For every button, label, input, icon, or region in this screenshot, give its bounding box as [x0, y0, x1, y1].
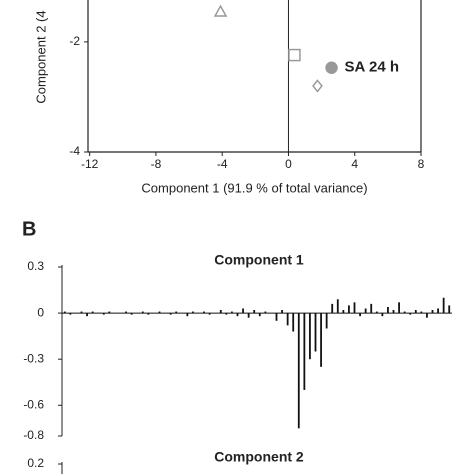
- loading-bar: [414, 310, 417, 314]
- loading-bar: [292, 313, 295, 332]
- loading-bar: [192, 311, 194, 314]
- loading-bar: [375, 311, 378, 314]
- loading-bar: [336, 299, 339, 314]
- loading-bar: [403, 311, 406, 314]
- loading-bar: [242, 308, 244, 314]
- loading-bar: [203, 311, 205, 314]
- y-tick-label: -0.6: [23, 397, 44, 411]
- x-tick-label: 8: [418, 157, 425, 171]
- x-tick-label: -4: [217, 157, 228, 171]
- point: [325, 61, 338, 74]
- loading-bar: [448, 305, 451, 314]
- loading-bar: [303, 313, 306, 390]
- loading-bar: [247, 313, 250, 318]
- y-tick-label: -0.3: [23, 351, 44, 365]
- loading-bar: [314, 313, 317, 352]
- loading-bar: [420, 311, 423, 314]
- y-tick-label: 0.3: [27, 259, 44, 273]
- loading-bar: [387, 306, 389, 314]
- loading-bar: [325, 313, 328, 329]
- loading-bar: [175, 311, 178, 314]
- panel-label: B: [22, 218, 36, 240]
- y-tick-label: -2: [69, 34, 80, 48]
- loading-bar: [253, 310, 256, 314]
- loading-bar: [219, 310, 222, 314]
- y-axis-label: Component 2 (4: [33, 10, 48, 103]
- loading-bar: [426, 313, 428, 318]
- loading-bar: [63, 311, 66, 314]
- loading-bar: [286, 313, 289, 326]
- point: [312, 79, 323, 93]
- loading-bar: [398, 302, 400, 314]
- point: [288, 48, 301, 62]
- loading-bar: [69, 313, 72, 315]
- x-tick-label: 0: [285, 157, 292, 171]
- loading-bar: [186, 313, 189, 317]
- loading-bar: [431, 310, 434, 314]
- y-tick-label: 0.2: [27, 456, 44, 470]
- loading-bar: [320, 313, 322, 367]
- loading-bar: [364, 308, 367, 314]
- loading-bar: [258, 313, 261, 317]
- loading-bar: [158, 311, 161, 314]
- loading-bar: [353, 302, 356, 314]
- panel-title: Component 1: [214, 252, 304, 268]
- loading-bar: [437, 308, 439, 314]
- loading-bar: [309, 313, 311, 360]
- loading-bar: [264, 311, 267, 314]
- loading-bar: [125, 311, 127, 314]
- loading-bar: [91, 311, 94, 314]
- y-tick-label: 0: [37, 305, 44, 319]
- loading-bar: [342, 310, 345, 314]
- x-tick-label: 4: [351, 157, 358, 171]
- loading-bar: [281, 310, 283, 314]
- loading-bar: [108, 311, 111, 314]
- point-label: SA 24 h: [345, 59, 399, 76]
- loading-bar: [147, 313, 150, 315]
- loading-bar: [225, 313, 228, 315]
- loading-bar: [275, 313, 278, 321]
- loading-bar: [348, 305, 350, 314]
- x-tick-label: -12: [81, 157, 99, 171]
- loading-bar: [141, 311, 144, 314]
- loading-bar: [331, 303, 334, 314]
- x-axis-label: Component 1 (91.9 % of total variance): [141, 180, 367, 195]
- loading-bar: [409, 313, 412, 315]
- loading-bar: [392, 310, 395, 314]
- loading-bar: [169, 313, 172, 315]
- loading-bar: [442, 297, 445, 314]
- panel-title: Component 2: [214, 449, 304, 465]
- x-tick-label: -8: [151, 157, 162, 171]
- loading-bar: [80, 311, 83, 314]
- loading-bar: [102, 313, 105, 315]
- y-tick-label: -4: [69, 144, 80, 158]
- loading-bar: [130, 313, 133, 315]
- y-tick-label: -0.8: [23, 428, 44, 442]
- loading-bar: [86, 313, 88, 317]
- loading-bar: [297, 313, 300, 429]
- loading-bar: [370, 303, 373, 314]
- loading-bar: [236, 313, 239, 317]
- loading-bar: [359, 313, 361, 317]
- loading-bar: [231, 311, 233, 314]
- loading-bar: [381, 313, 384, 317]
- loading-bar: [208, 313, 211, 315]
- point: [213, 4, 228, 17]
